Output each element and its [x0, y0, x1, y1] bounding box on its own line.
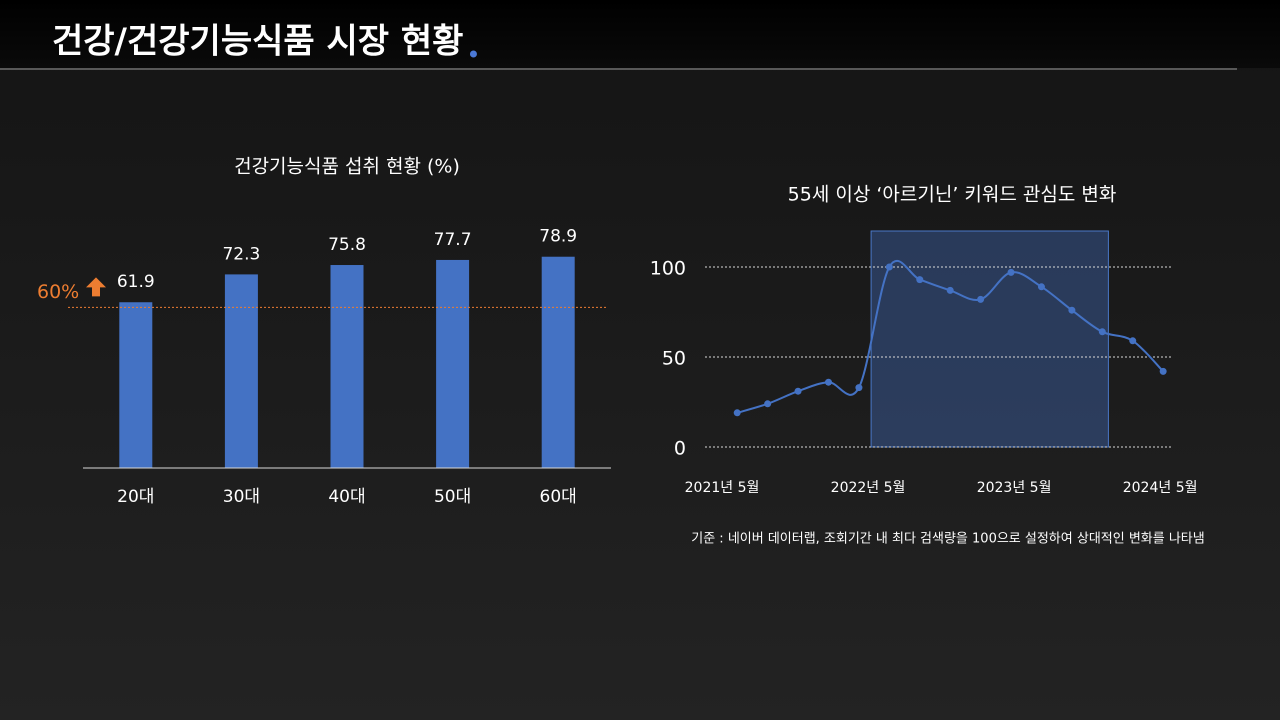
- x-tick-label: 2022년 5월: [831, 480, 906, 496]
- data-point: [946, 286, 954, 294]
- x-tick-label: 50대: [434, 487, 471, 507]
- highlight-region: [870, 230, 1109, 448]
- bar: [119, 302, 153, 468]
- data-point: [1098, 328, 1106, 336]
- bar: [541, 256, 575, 468]
- data-point: [1159, 367, 1167, 375]
- data-point: [1068, 306, 1076, 314]
- line-series: [736, 259, 1164, 414]
- x-tick-label: 40대: [328, 487, 365, 507]
- y-tick-label: 50: [662, 348, 686, 370]
- data-label: 75.8: [328, 235, 366, 255]
- bar: [330, 265, 364, 468]
- chart-title: 건강기능식품 섭취 현황 (%): [234, 156, 460, 178]
- data-point: [824, 378, 832, 386]
- y-tick-label: 100: [650, 258, 686, 280]
- chart-note: 기준 : 네이버 데이터랩, 조회기간 내 최다 검색량을 100으로 설정하여…: [691, 532, 1204, 547]
- slide-title: 건강/건강기능식품 시장 현황: [52, 22, 463, 62]
- data-point: [1129, 337, 1137, 345]
- reference-arrow: [86, 277, 106, 297]
- data-point: [733, 409, 741, 417]
- x-tick-label: 2021년 5월: [685, 480, 760, 496]
- bar: [436, 259, 470, 468]
- data-point: [1037, 283, 1045, 291]
- x-tick-label: 2024년 5월: [1123, 480, 1198, 496]
- data-label: 78.9: [539, 227, 577, 247]
- data-point: [855, 384, 863, 392]
- bar: [224, 274, 258, 468]
- data-point: [916, 276, 924, 284]
- x-tick-label: 60대: [540, 487, 577, 507]
- x-tick-label: 20대: [117, 487, 154, 507]
- data-label: 77.7: [434, 230, 472, 250]
- data-point: [1007, 268, 1015, 276]
- data-point: [794, 387, 802, 395]
- title-dot: [469, 50, 477, 58]
- data-label: 61.9: [117, 272, 155, 292]
- data-point: [764, 400, 772, 408]
- data-label: 72.3: [222, 244, 260, 264]
- chart-title: 55세 이상 ‘아르기닌’ 키워드 관심도 변화: [788, 184, 1117, 206]
- y-tick-label: 0: [674, 438, 686, 460]
- header-band: [0, 0, 1280, 68]
- reference-label: 60%: [37, 281, 79, 303]
- x-tick-label: 2023년 5월: [977, 480, 1052, 496]
- x-tick-label: 30대: [223, 487, 260, 507]
- data-point: [885, 263, 893, 271]
- data-point: [977, 295, 985, 303]
